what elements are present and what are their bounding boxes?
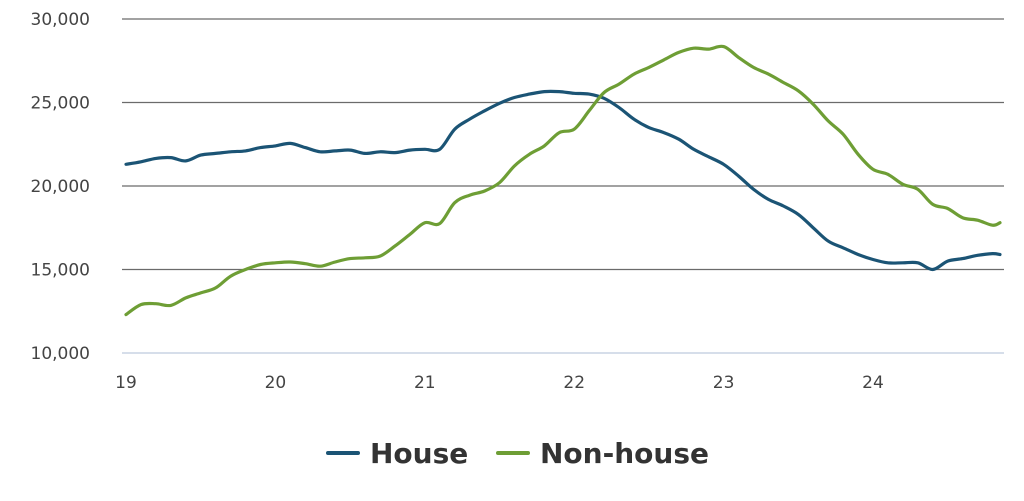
y-tick-label: 15,000 bbox=[31, 261, 90, 281]
y-tick-label: 20,000 bbox=[31, 177, 90, 197]
x-axis-ticks: 19 20 21 22 23 24 bbox=[115, 373, 884, 393]
x-tick-label: 24 bbox=[862, 373, 884, 393]
y-tick-label: 25,000 bbox=[31, 94, 90, 114]
x-tick-label: 21 bbox=[414, 373, 436, 393]
x-tick-label: 23 bbox=[713, 373, 735, 393]
legend: House Non-house bbox=[326, 437, 709, 470]
series-lines bbox=[124, 44, 1002, 317]
series-line-non-house bbox=[124, 44, 1002, 317]
y-tick-label: 10,000 bbox=[31, 344, 90, 364]
legend-label-house: House bbox=[370, 437, 468, 470]
legend-label-non-house: Non-house bbox=[540, 437, 709, 470]
x-tick-label: 19 bbox=[115, 373, 137, 393]
gridlines bbox=[122, 18, 1004, 354]
x-tick-label: 22 bbox=[563, 373, 585, 393]
y-axis-ticks: 10,000 15,000 20,000 25,000 30,000 bbox=[31, 10, 90, 364]
x-tick-label: 20 bbox=[265, 373, 287, 393]
series-line-house bbox=[124, 89, 1002, 272]
y-tick-label: 30,000 bbox=[31, 10, 90, 30]
